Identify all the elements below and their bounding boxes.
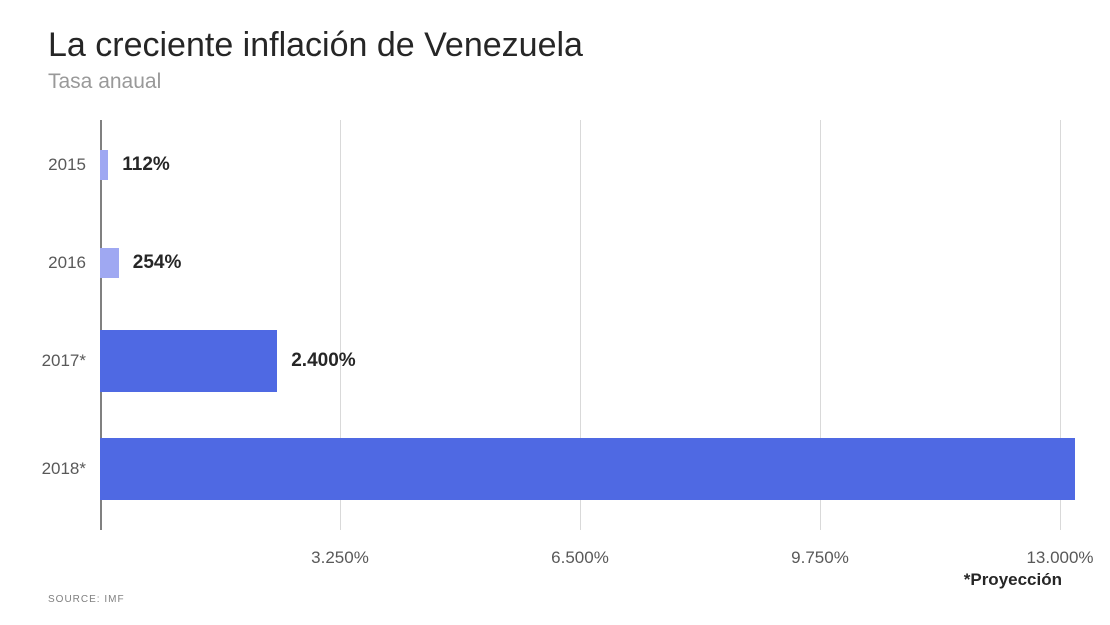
chart-subtitle: Tasa anaual: [48, 70, 161, 94]
value-label: 254%: [133, 252, 182, 274]
y-tick-label: 2017*: [42, 351, 86, 371]
bar-row: 2017*2.400%: [100, 330, 1060, 392]
x-tick-label: 3.250%: [311, 548, 369, 568]
bar: [100, 330, 277, 392]
y-tick-label: 2015: [48, 155, 86, 175]
bar-row: 2016254%: [100, 248, 1060, 278]
bar: [100, 248, 119, 278]
source-label: SOURCE: IMF: [48, 594, 125, 605]
bar: [100, 438, 1075, 500]
x-tick-label: 6.500%: [551, 548, 609, 568]
plot-area: 3.250%6.500%9.750%13.000%2015112%2016254…: [100, 120, 1060, 530]
bar: [100, 150, 108, 180]
x-tick-label: 13.000%: [1026, 548, 1093, 568]
y-tick-label: 2018*: [42, 459, 86, 479]
footnote-label: *Proyección: [964, 570, 1062, 590]
bar-row: 2015112%: [100, 150, 1060, 180]
y-tick-label: 2016: [48, 253, 86, 273]
value-label: 2.400%: [291, 350, 355, 372]
inflation-chart: La creciente inflación de Venezuela Tasa…: [0, 0, 1110, 625]
chart-title: La creciente inflación de Venezuela: [48, 26, 583, 65]
bar-row: 2018*: [100, 438, 1060, 500]
value-label: 112%: [122, 154, 170, 176]
x-tick-label: 9.750%: [791, 548, 849, 568]
